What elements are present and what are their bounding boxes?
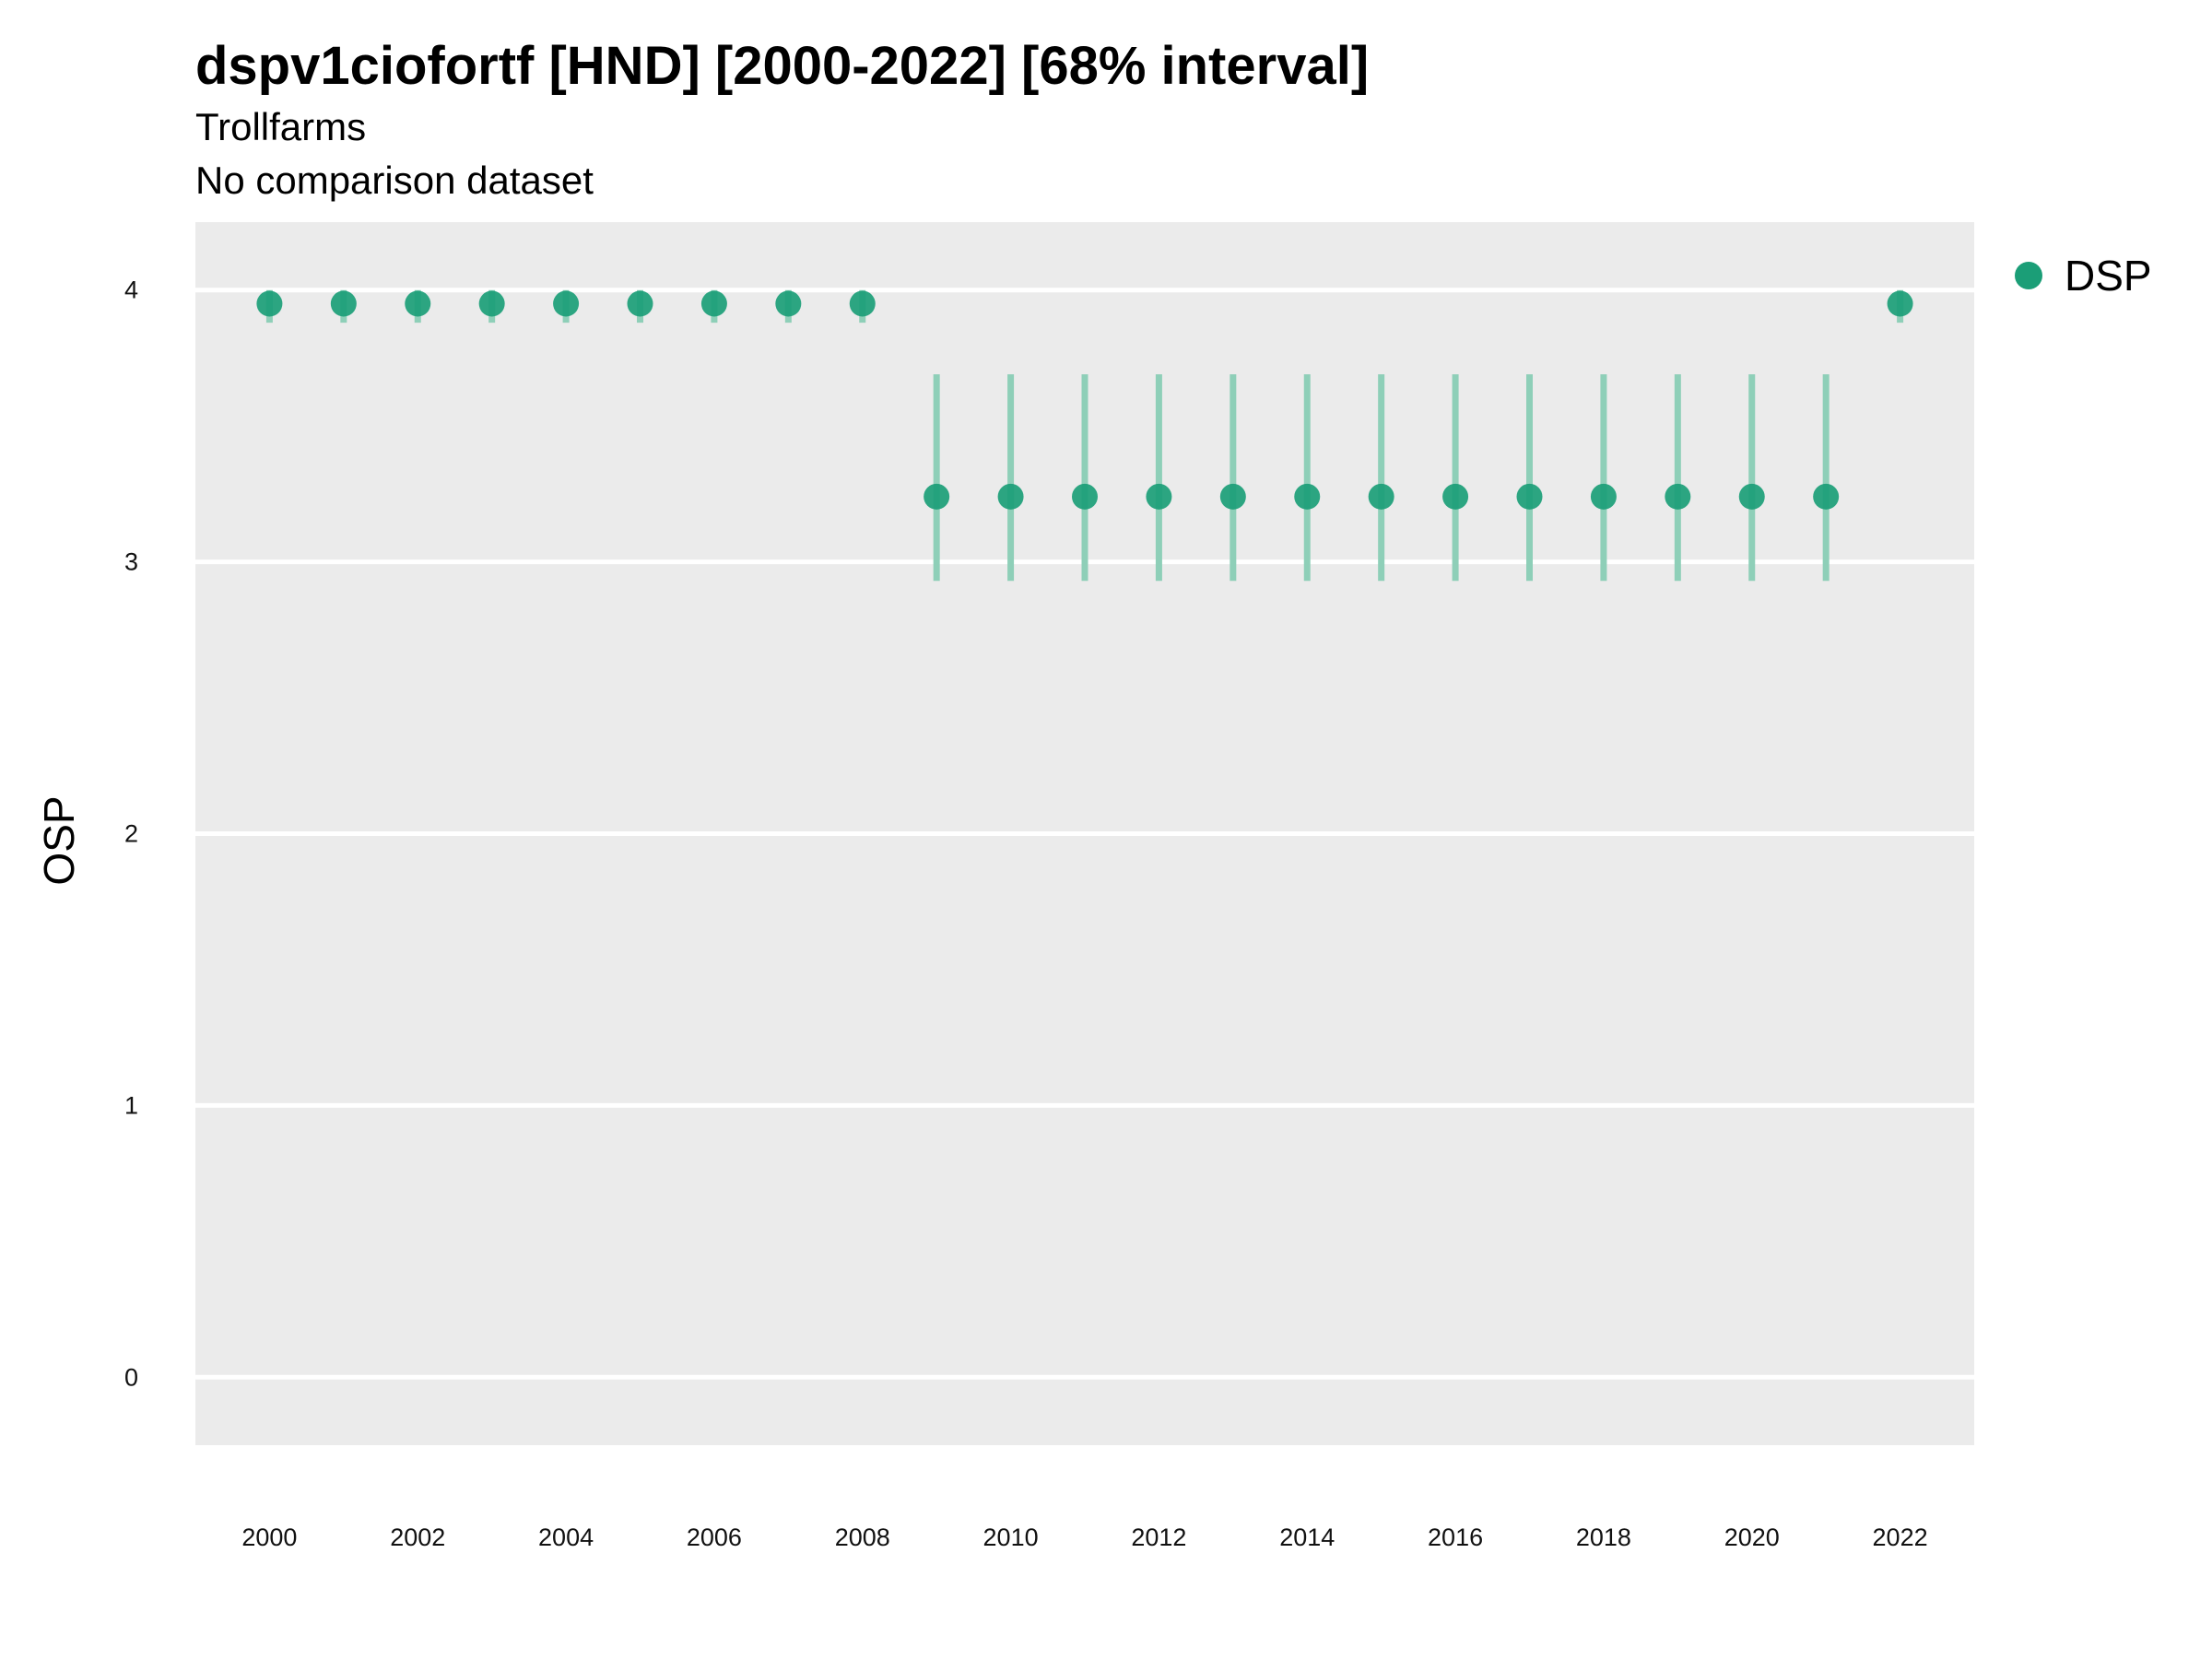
legend: DSP bbox=[2015, 251, 2152, 300]
legend-key-dsp bbox=[2015, 262, 2042, 289]
point-2017 bbox=[1516, 483, 1543, 510]
point-2016 bbox=[1442, 483, 1469, 510]
x-tick-2010: 2010 bbox=[983, 1524, 1039, 1551]
data-points bbox=[256, 290, 1913, 510]
point-2011 bbox=[1072, 483, 1098, 510]
y-tick-1: 1 bbox=[124, 1091, 138, 1119]
point-2000 bbox=[256, 290, 283, 317]
point-2013 bbox=[1219, 483, 1246, 510]
x-tick-2008: 2008 bbox=[835, 1524, 890, 1551]
point-2020 bbox=[1738, 483, 1765, 510]
x-tick-2000: 2000 bbox=[241, 1524, 297, 1551]
x-tick-labels: 2000 2002 2004 2006 2008 2010 2012 2014 2016 2018… bbox=[241, 1524, 1927, 1551]
point-2014 bbox=[1294, 483, 1321, 510]
y-tick-4: 4 bbox=[124, 276, 138, 304]
point-2008 bbox=[849, 290, 876, 317]
x-tick-2016: 2016 bbox=[1428, 1524, 1483, 1551]
point-2002 bbox=[405, 290, 431, 317]
point-2022 bbox=[1887, 290, 1913, 317]
point-2019 bbox=[1665, 483, 1691, 510]
point-2009 bbox=[924, 483, 950, 510]
x-tick-2002: 2002 bbox=[390, 1524, 445, 1551]
y-tick-labels: 0 1 2 3 4 bbox=[124, 276, 138, 1392]
y-tick-2: 2 bbox=[124, 820, 138, 848]
point-2021 bbox=[1813, 483, 1840, 510]
y-tick-0: 0 bbox=[124, 1363, 138, 1391]
chart-title: dspv1ciofortf [HND] [2000-2022] [68% int… bbox=[195, 36, 1370, 96]
x-tick-2022: 2022 bbox=[1873, 1524, 1928, 1551]
point-2018 bbox=[1590, 483, 1617, 510]
x-tick-2014: 2014 bbox=[1279, 1524, 1335, 1551]
legend-label-dsp: DSP bbox=[2065, 252, 2152, 300]
x-tick-2004: 2004 bbox=[538, 1524, 594, 1551]
point-2010 bbox=[997, 483, 1024, 510]
chart-subtitle: Trollfarms bbox=[195, 105, 367, 148]
point-2007 bbox=[775, 290, 802, 317]
point-2012 bbox=[1146, 483, 1172, 510]
point-2003 bbox=[478, 290, 505, 317]
x-tick-2018: 2018 bbox=[1576, 1524, 1631, 1551]
point-2015 bbox=[1368, 483, 1394, 510]
chart-caption: No comparison dataset bbox=[195, 159, 594, 202]
point-2001 bbox=[330, 290, 357, 317]
point-2006 bbox=[700, 290, 727, 317]
point-2005 bbox=[627, 290, 653, 317]
point-2004 bbox=[553, 290, 580, 317]
x-tick-2020: 2020 bbox=[1724, 1524, 1780, 1551]
x-tick-2006: 2006 bbox=[687, 1524, 742, 1551]
x-tick-2012: 2012 bbox=[1131, 1524, 1186, 1551]
y-tick-3: 3 bbox=[124, 548, 138, 576]
